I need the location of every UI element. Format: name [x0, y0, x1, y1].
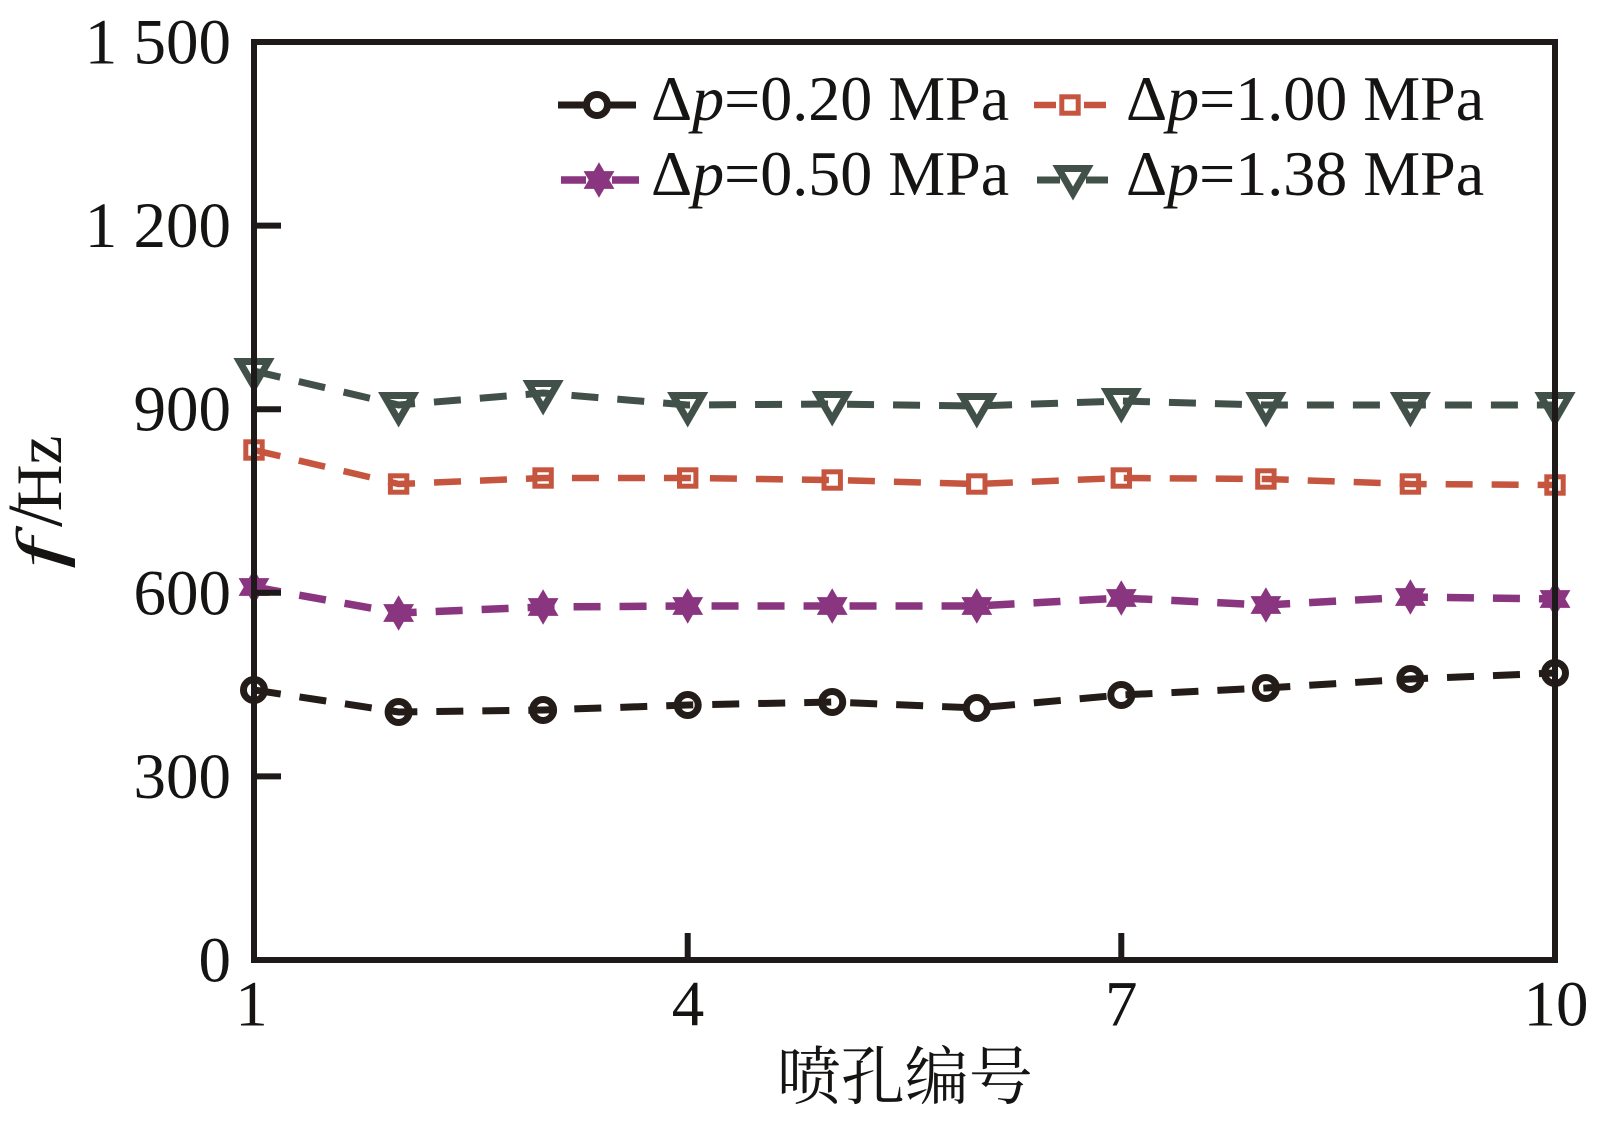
svg-text:Δp=0.50 MPa: Δp=0.50 MPa	[651, 138, 1009, 209]
svg-text:900: 900	[134, 374, 232, 446]
svg-text:0: 0	[199, 925, 232, 997]
svg-text:Δp=0.20 MPa: Δp=0.20 MPa	[651, 63, 1009, 134]
svg-text:4: 4	[672, 969, 705, 1041]
svg-text:600: 600	[134, 557, 232, 629]
svg-text:Δp=1.38 MPa: Δp=1.38 MPa	[1126, 138, 1484, 209]
svg-text:Δp=1.00 MPa: Δp=1.00 MPa	[1126, 63, 1484, 134]
svg-text:1 500: 1 500	[85, 7, 231, 79]
svg-text:1 200: 1 200	[85, 190, 231, 262]
svg-text:7: 7	[1105, 969, 1138, 1041]
svg-text:10: 10	[1524, 969, 1589, 1041]
svg-text:/Hz: /Hz	[0, 436, 78, 527]
svg-text:300: 300	[134, 741, 232, 813]
svg-text:1: 1	[235, 969, 268, 1041]
